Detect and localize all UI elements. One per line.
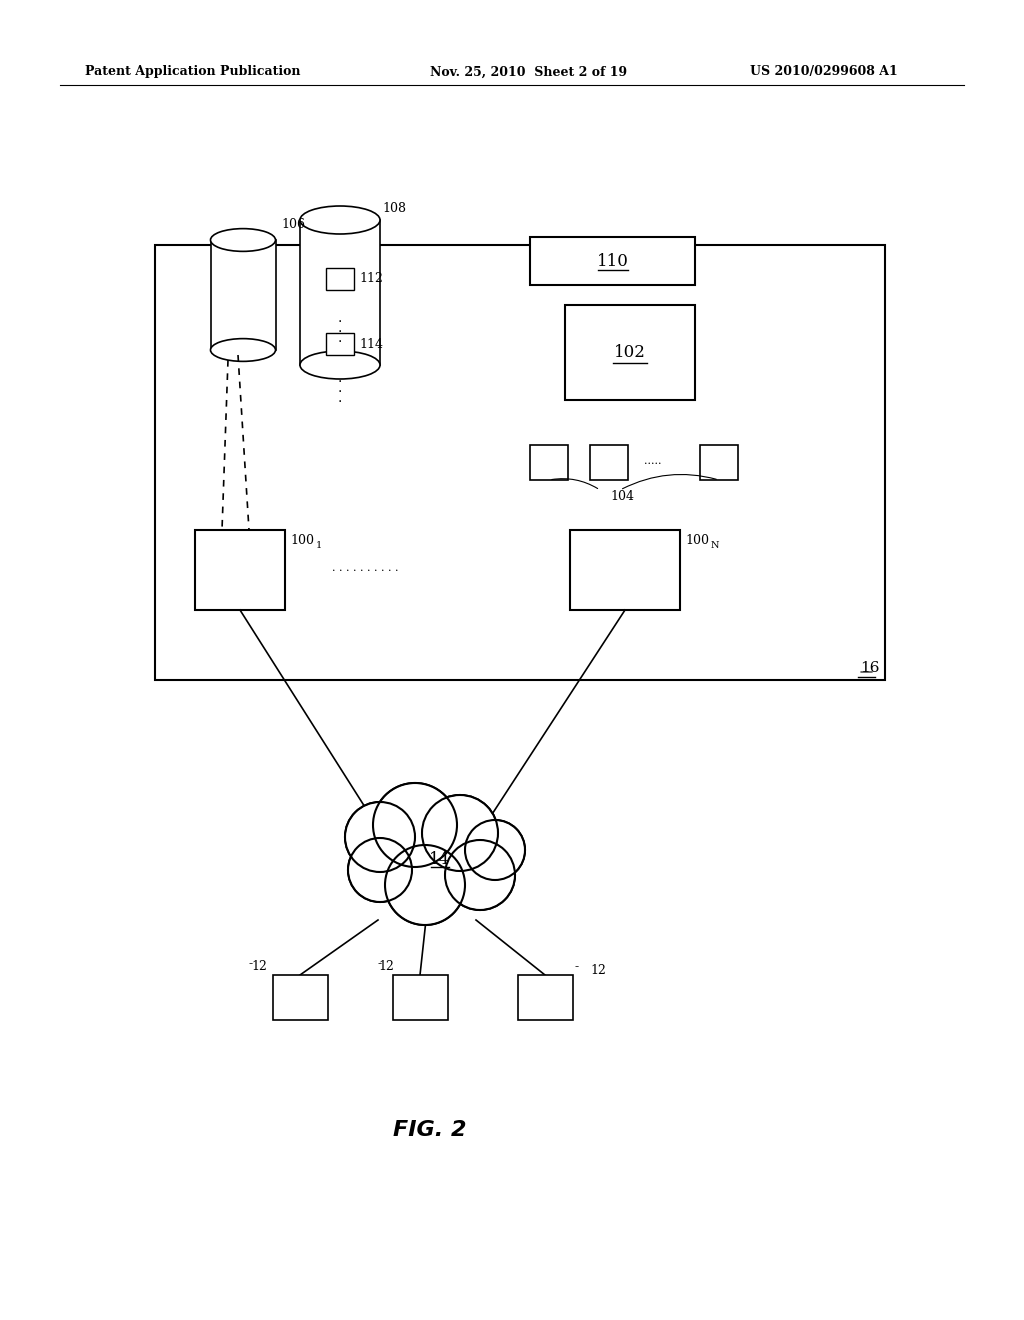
Bar — [272, 975, 328, 1020]
Text: 100: 100 — [685, 533, 709, 546]
Text: .: . — [338, 371, 342, 385]
Bar — [392, 975, 447, 1020]
Text: -: - — [378, 957, 382, 970]
Circle shape — [349, 838, 412, 902]
Text: .: . — [338, 381, 342, 395]
Text: .....: ..... — [644, 455, 662, 466]
Text: 14: 14 — [429, 851, 451, 869]
Text: 110: 110 — [597, 252, 629, 269]
Ellipse shape — [211, 228, 275, 251]
Circle shape — [346, 803, 415, 871]
Circle shape — [348, 838, 412, 902]
Text: .: . — [338, 312, 342, 325]
Text: 16: 16 — [860, 661, 880, 675]
Bar — [565, 305, 695, 400]
Ellipse shape — [300, 351, 380, 379]
Text: -: - — [574, 961, 579, 974]
Bar — [530, 445, 568, 480]
Bar — [211, 240, 275, 350]
Text: US 2010/0299608 A1: US 2010/0299608 A1 — [750, 66, 898, 78]
Text: . . . . . . . . . .: . . . . . . . . . . — [332, 564, 398, 573]
Circle shape — [445, 840, 515, 909]
Text: FIG. 2: FIG. 2 — [393, 1119, 467, 1140]
Text: 12: 12 — [252, 961, 267, 974]
Circle shape — [385, 845, 465, 925]
Text: 1: 1 — [316, 541, 323, 550]
Bar — [195, 531, 285, 610]
Circle shape — [373, 783, 457, 867]
Ellipse shape — [300, 206, 380, 234]
Bar — [570, 531, 680, 610]
Text: 112: 112 — [359, 272, 383, 285]
Text: 114: 114 — [359, 338, 383, 351]
Text: 108: 108 — [382, 202, 406, 214]
Circle shape — [423, 796, 498, 870]
Bar — [530, 238, 695, 285]
Circle shape — [386, 846, 464, 924]
Text: N: N — [711, 541, 720, 550]
Circle shape — [465, 820, 525, 880]
FancyBboxPatch shape — [155, 246, 885, 680]
Bar — [300, 220, 380, 366]
Bar — [700, 445, 738, 480]
Text: 102: 102 — [614, 345, 646, 360]
Bar — [590, 445, 628, 480]
Text: 100: 100 — [290, 533, 314, 546]
Bar — [326, 268, 354, 290]
Text: .: . — [338, 321, 342, 335]
Text: 106: 106 — [281, 219, 305, 231]
Bar — [326, 333, 354, 355]
Text: -: - — [249, 957, 253, 970]
Bar — [517, 975, 572, 1020]
Circle shape — [374, 784, 457, 866]
Text: 12: 12 — [591, 964, 606, 977]
Text: .: . — [338, 391, 342, 405]
Text: Patent Application Publication: Patent Application Publication — [85, 66, 300, 78]
Text: 12: 12 — [379, 961, 394, 974]
Circle shape — [345, 803, 415, 873]
Text: 104: 104 — [610, 490, 634, 503]
Circle shape — [466, 821, 524, 879]
Circle shape — [422, 795, 498, 871]
Ellipse shape — [211, 339, 275, 362]
Text: Nov. 25, 2010  Sheet 2 of 19: Nov. 25, 2010 Sheet 2 of 19 — [430, 66, 627, 78]
Circle shape — [445, 841, 514, 909]
Text: .: . — [338, 331, 342, 345]
